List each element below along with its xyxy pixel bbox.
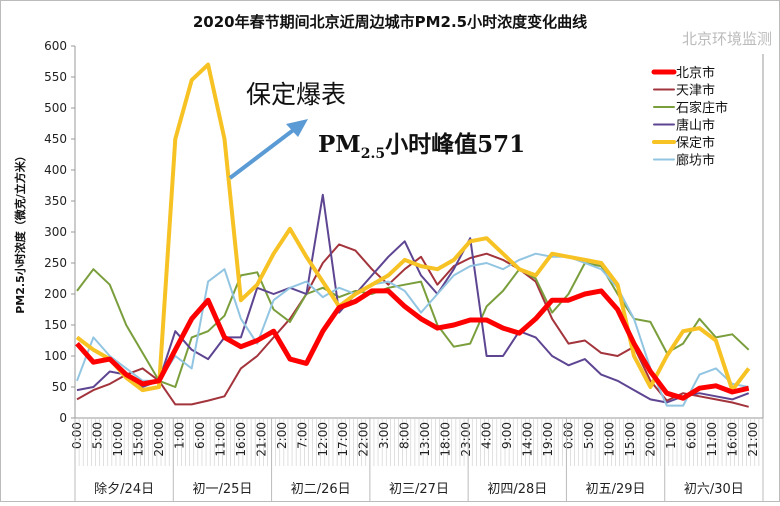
x-tick-label: 15:00: [623, 422, 637, 457]
x-tick-label: 5:00: [582, 422, 596, 449]
x-tick-label: 8:00: [398, 422, 412, 449]
series-lines: [75, 62, 751, 408]
y-tick-label: 200: [44, 287, 67, 301]
x-tick-label: 4:00: [480, 422, 494, 449]
x-tick-label: 18:00: [439, 422, 453, 457]
annotation-peak-text: 小时峰值571: [385, 131, 525, 158]
y-axis-label: PM2.5小时浓度（微克/立方米）: [13, 150, 27, 314]
series-line-0: [75, 288, 750, 401]
x-tick-label: 6:00: [193, 422, 207, 449]
x-tick-label: 1:00: [664, 422, 678, 449]
y-tick-label: 150: [44, 318, 67, 332]
x-tick-label: 21:00: [254, 422, 268, 457]
annotation-peak-value: PM2.5小时峰值571: [318, 131, 525, 162]
x-tick-label: 16:00: [725, 422, 739, 457]
x-tick-label: 0:00: [70, 422, 84, 449]
y-tick-label: 100: [44, 349, 67, 363]
day-group-label: 初二/26日: [291, 482, 351, 497]
chart-title: 2020年春节期间北京近周边城市PM2.5小时浓度变化曲线: [193, 13, 587, 31]
legend-label: 石家庄市: [676, 100, 728, 116]
y-tick-label: 550: [44, 70, 67, 84]
annotation-baoding-overflow: 保定爆表: [246, 80, 346, 109]
x-tick-label: 9:00: [500, 422, 514, 449]
day-group-label: 除夕/24日: [94, 482, 154, 497]
x-tick-label: 13:00: [418, 422, 432, 457]
arrow-head-icon: [286, 119, 308, 137]
x-tick-label: 2:00: [275, 422, 289, 449]
x-tick-label: 1:00: [172, 422, 186, 449]
x-tick-label: 6:00: [684, 422, 698, 449]
x-tick-label: 19:00: [541, 422, 555, 457]
x-tick-label: 21:00: [746, 422, 760, 457]
day-group-label: 初三/27日: [389, 482, 449, 497]
x-tick-label: 0:00: [561, 422, 575, 449]
x-tick-label: 14:00: [521, 422, 535, 457]
annotation-subscript: 2.5: [361, 146, 385, 162]
y-tick-label: 500: [44, 101, 67, 115]
watermark: 北京环境监测: [682, 30, 772, 48]
x-tick-label: 10:00: [111, 422, 125, 457]
day-group-label: 初五/29日: [586, 482, 646, 497]
legend-label: 唐山市: [676, 118, 715, 134]
y-tick-label: 300: [44, 225, 67, 239]
legend-label: 天津市: [676, 83, 715, 99]
x-tick-label: 22:00: [357, 422, 371, 457]
annotation-pm: PM: [318, 131, 361, 158]
annotation-arrow: [228, 126, 298, 180]
y-tick-label: 400: [44, 163, 67, 177]
x-tick-label: 10:00: [602, 422, 616, 457]
x-tick-label: 15:00: [131, 422, 145, 457]
day-group-label: 初一/25日: [192, 482, 252, 497]
x-tick-label: 3:00: [377, 422, 391, 449]
y-tick-label: 50: [52, 380, 67, 394]
day-group-label: 初六/30日: [684, 482, 744, 497]
y-axis: 0 50 100 150 200 250 300 350 400 450 500 550 600: [44, 39, 764, 425]
x-tick-label: 12:00: [316, 422, 330, 457]
y-tick-label: 350: [44, 194, 67, 208]
y-tick-label: 600: [44, 39, 67, 53]
y-tick-label: 0: [59, 411, 67, 425]
x-tick-label: 23:00: [459, 422, 473, 457]
y-tick-label: 450: [44, 132, 67, 146]
x-tick-label: 16:00: [234, 422, 248, 457]
day-group-label: 初四/28日: [487, 482, 547, 497]
series-line-3: [76, 193, 750, 404]
series-line-5: [76, 252, 749, 407]
x-axis: 0:00 5:00 10:00 15:00 20:00 1:00 6:00 11:00 16:0…: [70, 417, 764, 502]
x-tick-label: 20:00: [643, 422, 657, 457]
series-line-4: [75, 62, 751, 393]
x-tick-label: 5:00: [91, 422, 105, 449]
y-tick-label: 250: [44, 256, 67, 270]
legend-label: 廊坊市: [676, 153, 715, 169]
legend-label: 保定市: [676, 135, 715, 151]
x-tick-label: 7:00: [295, 422, 309, 449]
x-tick-label: 17:00: [336, 422, 350, 457]
x-tick-label: 11:00: [705, 422, 719, 457]
x-tick-label: 20:00: [152, 422, 166, 457]
legend-label: 北京市: [676, 65, 715, 81]
annotation-group: 保定爆表 PM2.5小时峰值571: [228, 80, 525, 180]
x-tick-label: 11:00: [213, 422, 227, 457]
